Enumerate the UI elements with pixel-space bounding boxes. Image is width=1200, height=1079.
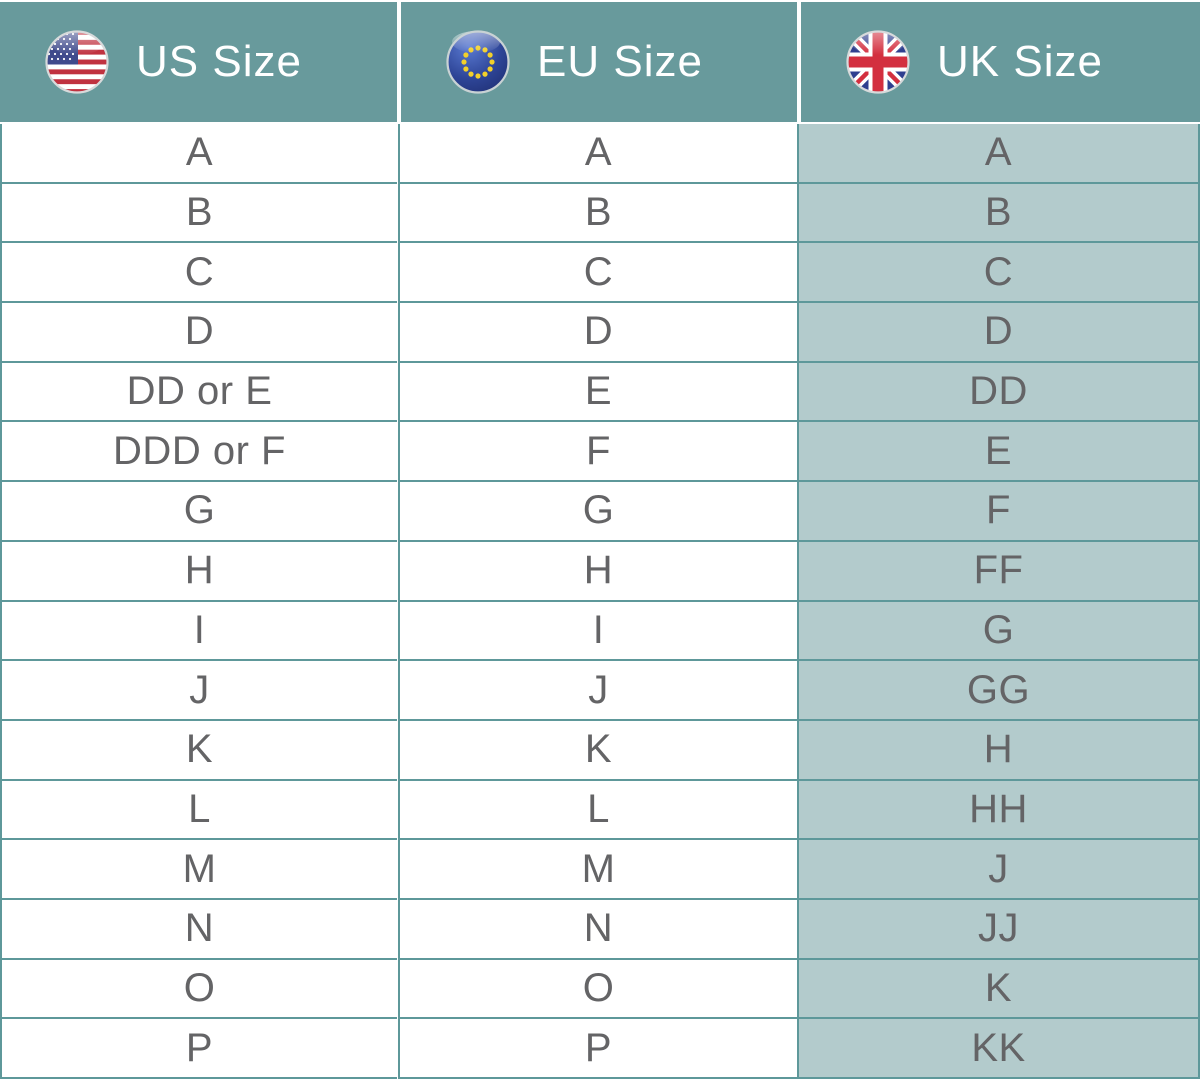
- size-cell: O: [2, 957, 397, 1018]
- size-cell: DDD or F: [2, 420, 397, 480]
- size-cell: L: [400, 778, 797, 839]
- size-cell: C: [799, 241, 1198, 301]
- size-cell: A: [584, 130, 613, 175]
- size-cell: E: [799, 420, 1198, 480]
- size-cell: D: [2, 301, 397, 361]
- eu-size-list: A B C D E F G H I J K L: [398, 124, 797, 1079]
- size-cell: B: [799, 181, 1198, 242]
- size-cell: C: [400, 241, 797, 301]
- eu-column-header: EU Size: [401, 2, 797, 122]
- size-cell: G: [400, 480, 797, 540]
- uk-flag-icon: [846, 30, 910, 94]
- size-cell: C: [2, 241, 397, 301]
- size-cell: FF: [799, 539, 1198, 600]
- us-column-title: US Size: [136, 37, 302, 86]
- uk-size-list: A B C D DD E F FF G GG H HH: [797, 124, 1200, 1079]
- size-cell: K: [2, 718, 397, 779]
- us-size-column: US Size A B C D DD or E DDD or F G H I: [0, 0, 397, 1079]
- eu-size-column: EU Size A B C D E F G H I J: [398, 0, 797, 1079]
- size-cell: HH: [799, 778, 1198, 839]
- size-cell: DD or E: [2, 360, 397, 421]
- size-cell: L: [2, 778, 397, 839]
- size-cell: B: [2, 181, 397, 242]
- size-cell: M: [400, 838, 797, 898]
- size-cell: P: [400, 1017, 797, 1077]
- size-cell: H: [400, 539, 797, 600]
- uk-column-header: UK Size: [801, 2, 1200, 122]
- size-cell: A: [984, 130, 1013, 175]
- size-cell: J: [400, 659, 797, 719]
- us-size-list: A B C D DD or E DDD or F G H I J K: [0, 124, 397, 1079]
- size-cell: G: [799, 599, 1198, 660]
- size-cell: P: [2, 1017, 397, 1077]
- size-cell: K: [799, 957, 1198, 1018]
- size-cell: D: [400, 301, 797, 361]
- size-cell: H: [799, 718, 1198, 779]
- size-cell: A: [185, 130, 214, 175]
- us-flag-icon: [45, 30, 109, 94]
- size-cell: N: [400, 897, 797, 958]
- size-cell: I: [400, 599, 797, 660]
- uk-column-title: UK Size: [937, 37, 1103, 86]
- size-cell: KK: [799, 1017, 1198, 1077]
- size-cell: E: [400, 360, 797, 421]
- size-cell: I: [2, 599, 397, 660]
- size-cell: F: [799, 480, 1198, 540]
- size-cell: F: [400, 420, 797, 480]
- size-cell: O: [400, 957, 797, 1018]
- size-cell: JJ: [799, 897, 1198, 958]
- uk-size-column: UK Size A B C D DD E F FF G GG: [797, 0, 1200, 1079]
- size-cell: J: [2, 659, 397, 719]
- size-cell: DD: [799, 360, 1198, 421]
- size-cell: H: [2, 539, 397, 600]
- size-cell: M: [2, 838, 397, 898]
- size-cell: D: [799, 301, 1198, 361]
- eu-flag-icon: [446, 30, 510, 94]
- size-cell: N: [2, 897, 397, 958]
- size-cell: J: [799, 838, 1198, 898]
- eu-column-title: EU Size: [537, 37, 703, 86]
- size-cell: GG: [799, 659, 1198, 719]
- size-cell: B: [400, 181, 797, 242]
- us-column-header: US Size: [0, 2, 397, 122]
- size-cell: K: [400, 718, 797, 779]
- size-cell: G: [2, 480, 397, 540]
